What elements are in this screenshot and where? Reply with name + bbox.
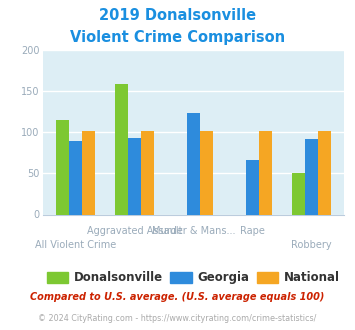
Bar [259,131,272,214]
Bar [115,84,128,214]
Text: 2019 Donalsonville: 2019 Donalsonville [99,8,256,23]
Bar [305,139,318,214]
Text: Rape: Rape [240,226,265,236]
Bar [69,141,82,214]
Text: © 2024 CityRating.com - https://www.cityrating.com/crime-statistics/: © 2024 CityRating.com - https://www.city… [38,314,317,323]
Text: Violent Crime Comparison: Violent Crime Comparison [70,30,285,45]
Bar [141,131,154,214]
Bar [318,131,331,214]
Bar [292,173,305,214]
Bar [187,113,200,214]
Text: Robbery: Robbery [291,240,332,249]
Bar [56,120,69,214]
Bar [82,131,95,214]
Text: All Violent Crime: All Violent Crime [35,240,116,249]
Text: Murder & Mans...: Murder & Mans... [152,226,235,236]
Bar [200,131,213,214]
Text: Compared to U.S. average. (U.S. average equals 100): Compared to U.S. average. (U.S. average … [30,292,325,302]
Bar [128,138,141,214]
Bar [246,160,259,214]
Legend: Donalsonville, Georgia, National: Donalsonville, Georgia, National [47,272,340,284]
Text: Aggravated Assault: Aggravated Assault [87,226,182,236]
